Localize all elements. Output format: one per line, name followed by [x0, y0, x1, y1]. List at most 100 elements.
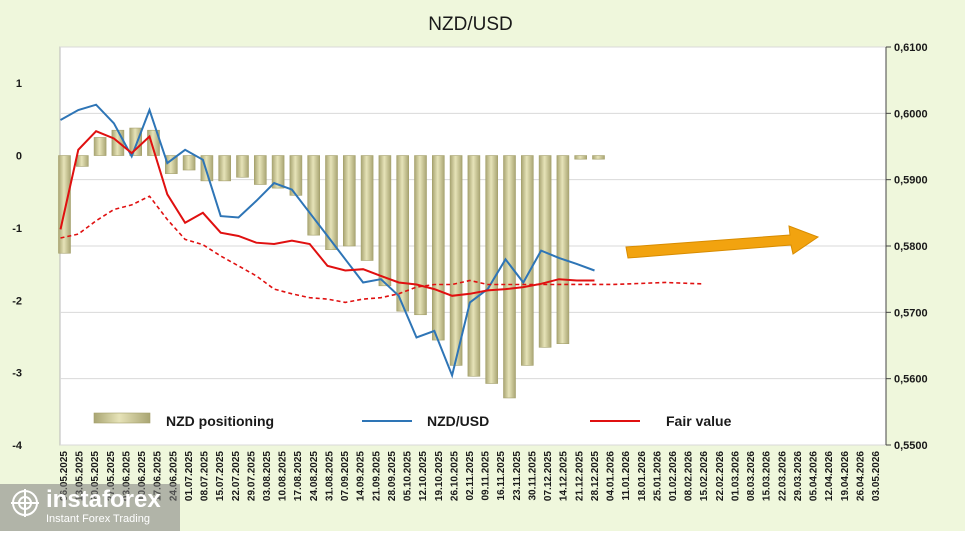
x-axis-tick-label: 19.04.2026: [840, 451, 851, 501]
bar-nzd-positioning: [414, 155, 427, 316]
x-axis-tick-label: 08.02.2026: [684, 451, 695, 501]
instaforex-logo-icon: [11, 489, 39, 517]
bar-nzd-positioning: [254, 155, 267, 185]
x-axis-tick-label: 13.05.2025: [75, 451, 86, 501]
right-axis-tick-label: 0,6000: [894, 108, 928, 120]
bar-nzd-positioning: [378, 155, 392, 287]
x-axis-tick-label: 27.05.2025: [106, 451, 117, 501]
x-axis-tick-label: 28.09.2025: [387, 451, 398, 501]
x-axis-tick-label: 08.03.2026: [746, 451, 757, 501]
x-axis-tick-label: 29.07.2025: [246, 451, 257, 501]
x-axis-tick-label: 21.09.2025: [371, 451, 382, 501]
bar-nzd-positioning: [271, 155, 285, 189]
x-axis-tick-label: 01.03.2026: [730, 451, 741, 501]
bar-nzd-positioning: [342, 155, 356, 247]
forecast-arrow: [625, 225, 820, 259]
bar-nzd-positioning: [58, 155, 71, 254]
x-axis-tick-label: 22.07.2025: [231, 451, 242, 501]
right-axis-tick-label: 0,5700: [894, 307, 928, 319]
right-axis-tick-label: 0,6100: [894, 42, 928, 54]
line-nzd-usd: [60, 103, 595, 379]
x-axis-tick-label: 14.09.2025: [356, 451, 367, 501]
bar-nzd-positioning: [574, 155, 588, 160]
x-axis-tick-label: 10.06.2025: [137, 451, 148, 501]
x-axis-tick-label: 07.09.2025: [340, 451, 351, 501]
x-axis-tick-label: 15.03.2026: [762, 451, 773, 501]
x-axis-tick-label: 20.05.2025: [90, 451, 101, 501]
x-axis-tick-label: 30.11.2025: [527, 451, 538, 501]
right-axis-tick-label: 0,5800: [894, 241, 928, 253]
right-axis-tick-label: 0,5600: [894, 374, 928, 386]
left-axis-tick-label: -4: [12, 440, 23, 452]
bar-nzd-positioning: [218, 155, 231, 182]
x-axis-tick-label: 10.08.2025: [278, 451, 289, 501]
line-fair-value-forecast: [60, 195, 702, 304]
bar-nzd-positioning: [360, 155, 374, 261]
logo-name: instaforex: [46, 486, 161, 513]
x-axis-tick-label: 03.08.2025: [262, 451, 273, 501]
x-axis-tick-label: 22.02.2026: [715, 451, 726, 501]
bar-nzd-positioning: [325, 155, 338, 250]
x-axis-tick-label: 31.08.2025: [324, 451, 335, 501]
bar-nzd-positioning: [93, 137, 107, 156]
x-axis-tick-label: 15.07.2025: [215, 451, 226, 501]
x-axis-tick-label: 14.12.2025: [559, 451, 570, 501]
x-axis-tick-label: 03.06.2025: [121, 451, 132, 501]
bar-nzd-positioning: [485, 155, 499, 384]
bar-nzd-positioning: [165, 155, 178, 174]
x-axis-tick-label: 24.06.2025: [168, 451, 179, 501]
x-axis-tick-label: 26.10.2025: [449, 451, 460, 501]
x-axis-tick-label: 18.01.2026: [637, 451, 648, 501]
legend-label: NZD positioning: [166, 413, 274, 429]
x-axis-tick-label: 17.06.2025: [153, 451, 164, 501]
left-axis-tick-label: -2: [12, 295, 22, 307]
bar-nzd-positioning: [520, 155, 534, 366]
left-axis-tick-label: -3: [12, 368, 22, 380]
x-axis-tick-label: 11.01.2026: [621, 451, 632, 501]
bar-nzd-positioning: [129, 127, 142, 156]
x-axis-tick-label: 12.10.2025: [418, 451, 429, 501]
x-axis-tick-label: 24.08.2025: [309, 451, 320, 501]
x-axis-tick-label: 04.01.2026: [606, 451, 617, 501]
line-fair-value: [59, 130, 595, 297]
x-axis-tick-label: 17.08.2025: [293, 451, 304, 501]
x-axis-tick-label: 05.10.2025: [403, 451, 414, 501]
logo-tagline: Instant Forex Trading: [46, 513, 150, 525]
bar-nzd-positioning: [556, 155, 570, 344]
x-axis-tick-label: 01.07.2025: [184, 451, 195, 501]
bar-nzd-positioning: [431, 155, 445, 341]
x-axis-tick-label: 23.11.2025: [512, 451, 523, 501]
x-axis-tick-label: 19.10.2025: [434, 451, 445, 501]
x-axis-tick-label: 16.11.2025: [496, 451, 507, 501]
legend-swatch-bar: [93, 412, 151, 424]
legend-label: NZD/USD: [427, 413, 489, 429]
right-axis-tick-label: 0,5500: [894, 440, 928, 452]
legend-label: Fair value: [666, 413, 732, 429]
bar-nzd-positioning: [467, 155, 481, 377]
x-axis-tick-label: 15.02.2026: [699, 451, 710, 501]
x-axis-tick-label: 28.12.2025: [590, 451, 601, 501]
x-axis-tick-label: 08.07.2025: [200, 451, 211, 501]
x-axis-tick-label: 07.12.2025: [543, 451, 554, 501]
instaforex-logo: instaforex Instant Forex Trading: [8, 486, 183, 528]
x-axis-tick-label: 03.05.2026: [871, 451, 882, 501]
x-axis-tick-label: 09.11.2025: [481, 451, 492, 501]
x-axis-tick-label: 25.01.2026: [652, 451, 663, 501]
x-axis-tick-label: 05.04.2026: [809, 451, 820, 501]
bar-nzd-positioning: [236, 155, 249, 178]
x-axis-tick-label: 01.02.2026: [668, 451, 679, 501]
left-axis-tick-label: -1: [12, 223, 22, 235]
bar-nzd-positioning: [182, 155, 196, 171]
left-axis-tick-label: 1: [16, 78, 22, 90]
bar-nzd-positioning: [396, 155, 410, 312]
bar-nzd-positioning: [449, 155, 463, 366]
left-axis-tick-label: 0: [16, 151, 22, 163]
x-axis-tick-label: 06.05.2025: [59, 451, 70, 501]
bar-nzd-positioning: [503, 155, 516, 399]
x-axis-tick-label: 02.11.2025: [465, 451, 476, 501]
right-axis-tick-label: 0,5900: [894, 175, 928, 187]
x-axis-tick-label: 21.12.2025: [574, 451, 585, 501]
bar-nzd-positioning: [76, 155, 89, 167]
